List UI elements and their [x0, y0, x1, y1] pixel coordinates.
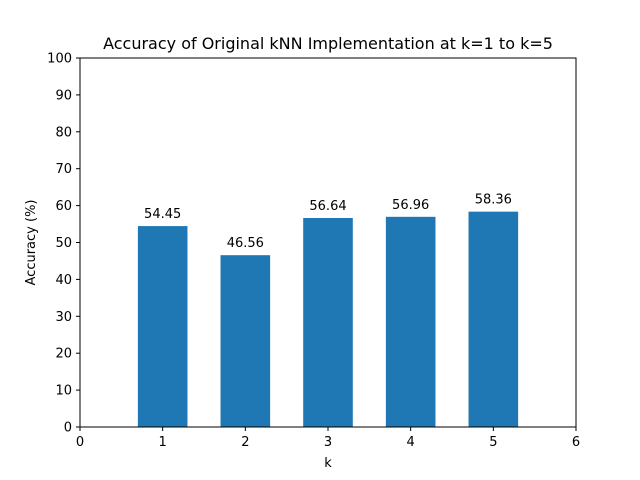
x-tick-label: 3 [324, 435, 332, 450]
y-tick-label: 30 [55, 310, 72, 325]
x-tick-label: 2 [241, 435, 249, 450]
y-axis-label: Accuracy (%) [24, 200, 39, 286]
x-tick-label: 1 [159, 435, 167, 450]
x-tick-label: 6 [572, 435, 580, 450]
bars-group [137, 211, 519, 427]
y-tick-label: 20 [55, 347, 72, 362]
y-tick-label: 50 [55, 236, 72, 251]
y-tick-label: 100 [47, 52, 72, 67]
x-axis: 0 1 2 3 4 5 6 [76, 427, 580, 450]
data-label-k2: 46.56 [227, 236, 264, 251]
bar-k1 [137, 226, 188, 427]
y-tick-label: 90 [55, 88, 72, 103]
y-tick-label: 0 [64, 421, 72, 436]
bar-k2 [220, 255, 271, 427]
bar-k3 [303, 217, 353, 427]
x-axis-label: k [324, 456, 332, 471]
x-tick-label: 4 [407, 435, 415, 450]
bar-k4 [385, 216, 436, 427]
data-label-k4: 56.96 [392, 198, 429, 213]
data-label-k1: 54.45 [144, 207, 181, 222]
y-tick-label: 60 [55, 199, 72, 214]
y-tick-label: 70 [55, 162, 72, 177]
y-tick-label: 80 [55, 125, 72, 140]
data-labels-group: 54.45 46.56 56.64 56.96 58.36 [144, 193, 512, 252]
plot-frame [79, 57, 577, 428]
y-tick-label: 10 [55, 384, 72, 399]
x-tick-label: 5 [489, 435, 497, 450]
bar-k5 [468, 211, 519, 427]
x-tick-label: 0 [76, 435, 84, 450]
data-label-k3: 56.64 [309, 199, 346, 214]
data-label-k5: 58.36 [475, 193, 512, 208]
chart-title: Accuracy of Original kNN Implementation … [103, 34, 553, 53]
y-axis: 0 10 20 30 40 50 60 70 80 90 100 [47, 52, 80, 436]
y-tick-label: 40 [55, 273, 72, 288]
